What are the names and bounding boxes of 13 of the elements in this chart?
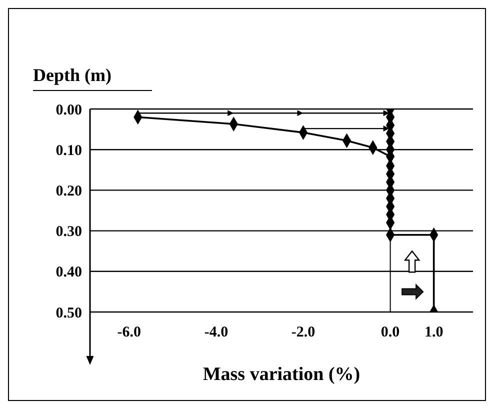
x-tick-label: -6.0 xyxy=(117,324,142,341)
x-axis-title: Mass variation (%) xyxy=(202,364,362,386)
y-tick-label: 0.30 xyxy=(56,224,82,240)
x-tick-label: -2.0 xyxy=(291,324,316,341)
y-tick-label: 0.20 xyxy=(56,184,82,200)
y-axis-title: Depth (m) xyxy=(33,65,152,91)
y-tick-label: 0.00 xyxy=(56,102,82,118)
y-tick-label: 0.50 xyxy=(56,305,82,322)
x-tick-label: -4.0 xyxy=(204,324,228,341)
x-tick-label: 1.0 xyxy=(424,324,444,341)
y-tick-label: 0.10 xyxy=(56,142,82,159)
y-tick-label: 0.40 xyxy=(56,264,82,281)
x-tick-label: 0.0 xyxy=(380,324,400,341)
